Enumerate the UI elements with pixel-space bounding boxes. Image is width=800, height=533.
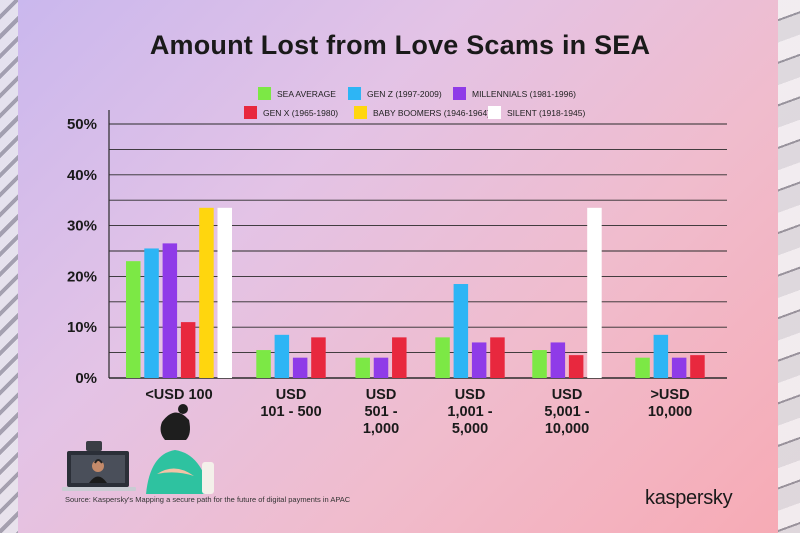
legend-item: GEN Z (1997-2009) <box>348 87 442 100</box>
person-with-laptop-illustration <box>62 404 214 494</box>
chart-title: Amount Lost from Love Scams in SEA <box>149 30 651 60</box>
bar-millennials-0 <box>162 243 178 378</box>
bar-millennials-5 <box>671 357 687 378</box>
source-note: Source: Kaspersky's Mapping a secure pat… <box>65 495 351 504</box>
x-category-label: USD 101 - 500 <box>246 387 336 421</box>
x-category-line: USD <box>454 387 486 403</box>
left-decorative-stripes <box>0 0 18 533</box>
right-decorative-stripes <box>778 0 800 533</box>
legend-item: SILENT (1918-1945) <box>488 106 585 119</box>
legend-label: GEN Z (1997-2009) <box>367 88 442 99</box>
chart-legend: SEA AVERAGE GEN Z (1997-2009) MILLENNIALS … <box>0 0 800 130</box>
x-category-line: 10,000 <box>544 421 590 437</box>
bar-gen-1 <box>274 334 290 378</box>
legend-label: GEN X (1965-1980) <box>263 107 339 118</box>
x-category-line: <USD 100 <box>145 387 213 403</box>
legend-swatch <box>244 106 257 119</box>
legend-item: MILLENNIALS (1981-1996) <box>453 87 576 100</box>
legend-swatch <box>354 106 367 119</box>
x-category-line: 5,000 <box>451 421 489 437</box>
x-category-line: >USD <box>650 387 690 403</box>
legend-item: SEA AVERAGE <box>258 87 336 100</box>
bar-sea-0 <box>126 261 141 378</box>
bar-gen-3 <box>453 284 469 378</box>
x-category-label: USD 1,001 -5,000 <box>425 387 515 438</box>
bar-gen-5 <box>690 355 705 378</box>
x-category-line: USD <box>275 387 307 403</box>
legend-swatch <box>258 87 271 100</box>
x-category-label: <USD 100 <box>134 387 224 404</box>
x-category-label: USD 501 -1,000 <box>336 387 426 438</box>
bar-sea-4 <box>532 350 547 378</box>
man-body <box>89 476 107 483</box>
x-category-label: USD 5,001 -10,000 <box>522 387 612 438</box>
bar-gen-0 <box>144 248 159 378</box>
bar-sea-2 <box>355 357 370 378</box>
bar-baby-0 <box>199 207 214 378</box>
bar-sea-3 <box>435 337 450 378</box>
woman-arms <box>157 468 194 476</box>
bar-millennials-1 <box>292 357 308 378</box>
y-tick-label: 20% <box>67 268 97 285</box>
bar-gen-0 <box>180 322 196 378</box>
y-tick-label: 0% <box>75 370 97 387</box>
bar-gen-5 <box>653 334 669 378</box>
legend-item: GEN X (1965-1980) <box>244 106 338 119</box>
legend-swatch <box>488 106 501 119</box>
x-category-line: 501 - <box>364 404 398 420</box>
y-tick-label: 40% <box>67 167 97 184</box>
chair <box>202 462 214 494</box>
bar-gen-2 <box>392 337 407 378</box>
legend-swatch <box>453 87 466 100</box>
y-tick-label: 30% <box>67 218 97 235</box>
bar-gen-4 <box>568 355 584 378</box>
bar-sea-5 <box>635 357 650 378</box>
x-category-line: 5,001 - <box>544 404 590 420</box>
legend-label: SILENT (1918-1945) <box>507 107 586 118</box>
legend-item: BABY BOOMERS (1946-1964) <box>354 106 490 119</box>
bar-millennials-3 <box>471 342 487 378</box>
legend-swatch <box>348 87 361 100</box>
x-category-line: 101 - 500 <box>260 404 322 420</box>
kaspersky-logo: kaspersky <box>645 487 733 509</box>
bar-gen-3 <box>490 337 505 378</box>
x-category-line: 1,000 <box>362 421 400 437</box>
bar-silent-0 <box>217 207 232 378</box>
legend-label: SEA AVERAGE <box>277 88 336 99</box>
webcam-icon <box>86 441 102 451</box>
legend-label: BABY BOOMERS (1946-1964) <box>373 107 491 118</box>
bar-millennials-2 <box>373 357 389 378</box>
woman-hair <box>160 412 190 440</box>
y-tick-label: 50% <box>67 116 97 133</box>
bar-silent-4 <box>587 207 602 378</box>
x-category-line: 1,001 - <box>447 404 493 420</box>
x-category-line: 10,000 <box>647 404 693 420</box>
x-category-label: >USD 10,000 <box>625 387 715 421</box>
y-tick-label: 10% <box>67 319 97 336</box>
bar-sea-1 <box>256 350 271 378</box>
x-category-line: USD <box>365 387 397 403</box>
bar-gen-1 <box>311 337 326 378</box>
legend-label: MILLENNIALS (1981-1996) <box>472 88 576 99</box>
laptop-base <box>62 487 136 491</box>
x-category-line: USD <box>551 387 583 403</box>
bar-millennials-4 <box>550 342 566 378</box>
